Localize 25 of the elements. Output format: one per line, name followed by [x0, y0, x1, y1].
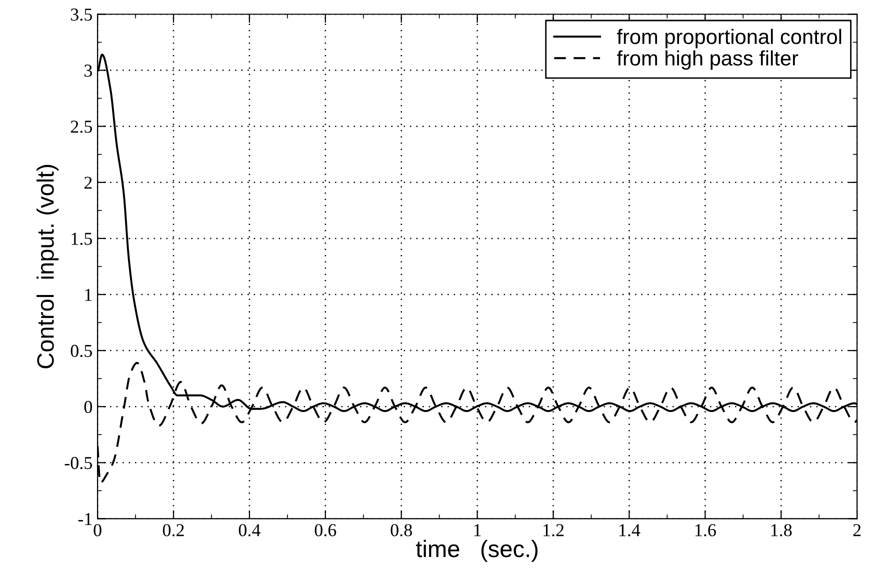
y-axis-title: Control input. (volt) — [36, 164, 59, 368]
x-tick-label: 1 — [474, 524, 481, 536]
x-tick-label: 0.6 — [314, 524, 336, 536]
y-tick-label: -0.5 — [64, 456, 92, 470]
x-tick-label: 1.4 — [620, 524, 640, 536]
x-tick-label: 0.8 — [390, 524, 412, 536]
x-tick-label: 0.2 — [162, 524, 184, 536]
x-tick-label: 1.6 — [695, 524, 716, 536]
x-tick-label: 0.4 — [238, 524, 260, 536]
y-tick-label: 2 — [84, 176, 92, 189]
y-tick-label: 0.5 — [70, 344, 92, 358]
y-tick-label: 1.5 — [72, 232, 92, 245]
y-tick-label: 0 — [84, 400, 92, 414]
x-tick-label: 1.2 — [544, 524, 564, 536]
x-axis-title: time (sec.) — [416, 540, 538, 562]
y-tick-label: -1 — [78, 513, 92, 525]
x-tick-label: 1.8 — [771, 524, 792, 536]
y-tick-label: 3 — [84, 64, 92, 77]
x-tick-label: 0 — [94, 524, 102, 536]
legend-label: from proportional control — [616, 28, 842, 48]
x-tick-label: 2 — [853, 524, 861, 536]
y-tick-label: 1 — [85, 288, 92, 301]
y-tick-label: 3.5 — [70, 8, 92, 21]
y-tick-label: 2.5 — [70, 120, 92, 133]
legend-label: from high pass filter — [616, 50, 798, 70]
